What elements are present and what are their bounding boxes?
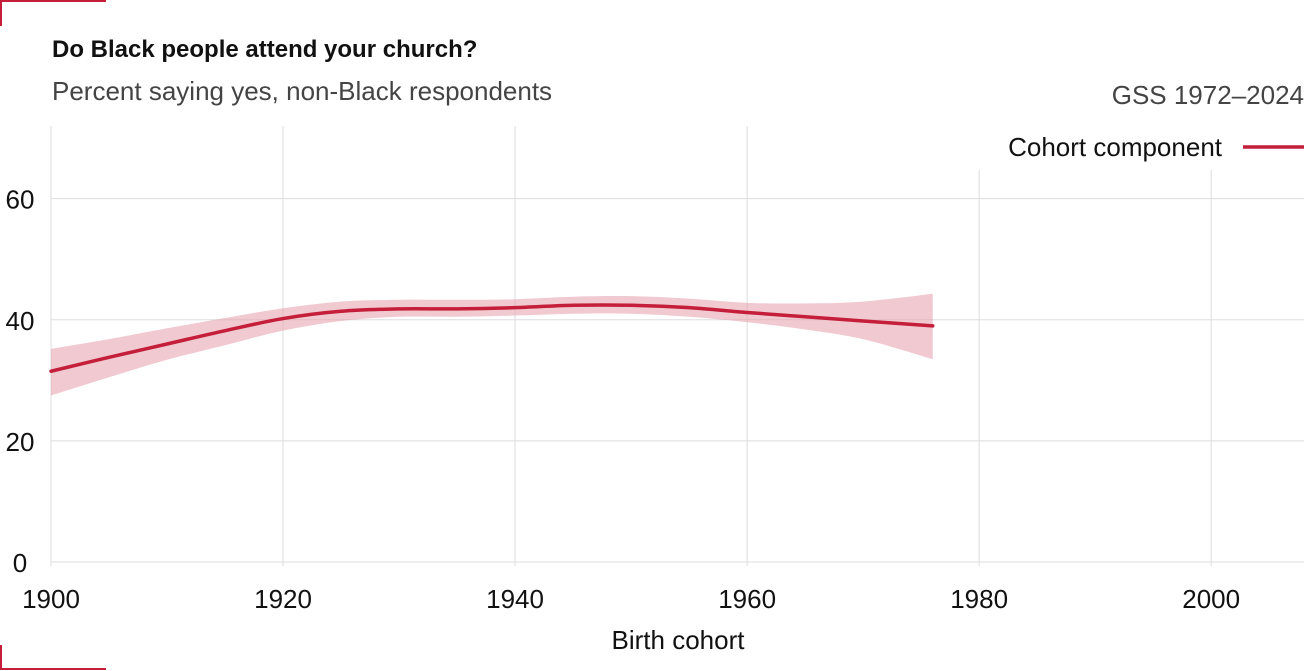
y-tick-labels: 0 20 40 60 — [6, 185, 35, 578]
series-line — [49, 303, 935, 373]
y-tick-label: 40 — [6, 306, 35, 336]
chart-subtitle: Percent saying yes, non-Black respondent… — [52, 76, 553, 106]
chart-title: Do Black people attend your church? — [52, 36, 478, 63]
y-tick-label: 60 — [6, 185, 35, 215]
x-tick-label: 1940 — [486, 584, 544, 614]
series-lines — [49, 303, 935, 373]
corner-bracket-bottom — [0, 645, 106, 670]
x-tick-label: 1960 — [718, 584, 776, 614]
corner-bracket-top — [0, 0, 106, 26]
data-source-label: GSS 1972–2024 — [1111, 80, 1304, 110]
x-tick-labels: 1900 1920 1940 1960 1980 2000 — [22, 584, 1240, 614]
y-gridlines — [51, 198, 1304, 563]
legend-label: Cohort component — [1008, 132, 1223, 162]
x-gridlines — [50, 126, 1212, 566]
y-tick-label: 20 — [6, 427, 35, 457]
x-tick-label: 1980 — [950, 584, 1008, 614]
x-tick-label: 1920 — [254, 584, 312, 614]
legend: Cohort component — [960, 126, 1304, 170]
y-tick-label: 0 — [13, 548, 27, 578]
x-axis-label: Birth cohort — [612, 625, 746, 655]
x-tick-label: 1900 — [22, 584, 80, 614]
x-tick-label: 2000 — [1182, 584, 1240, 614]
